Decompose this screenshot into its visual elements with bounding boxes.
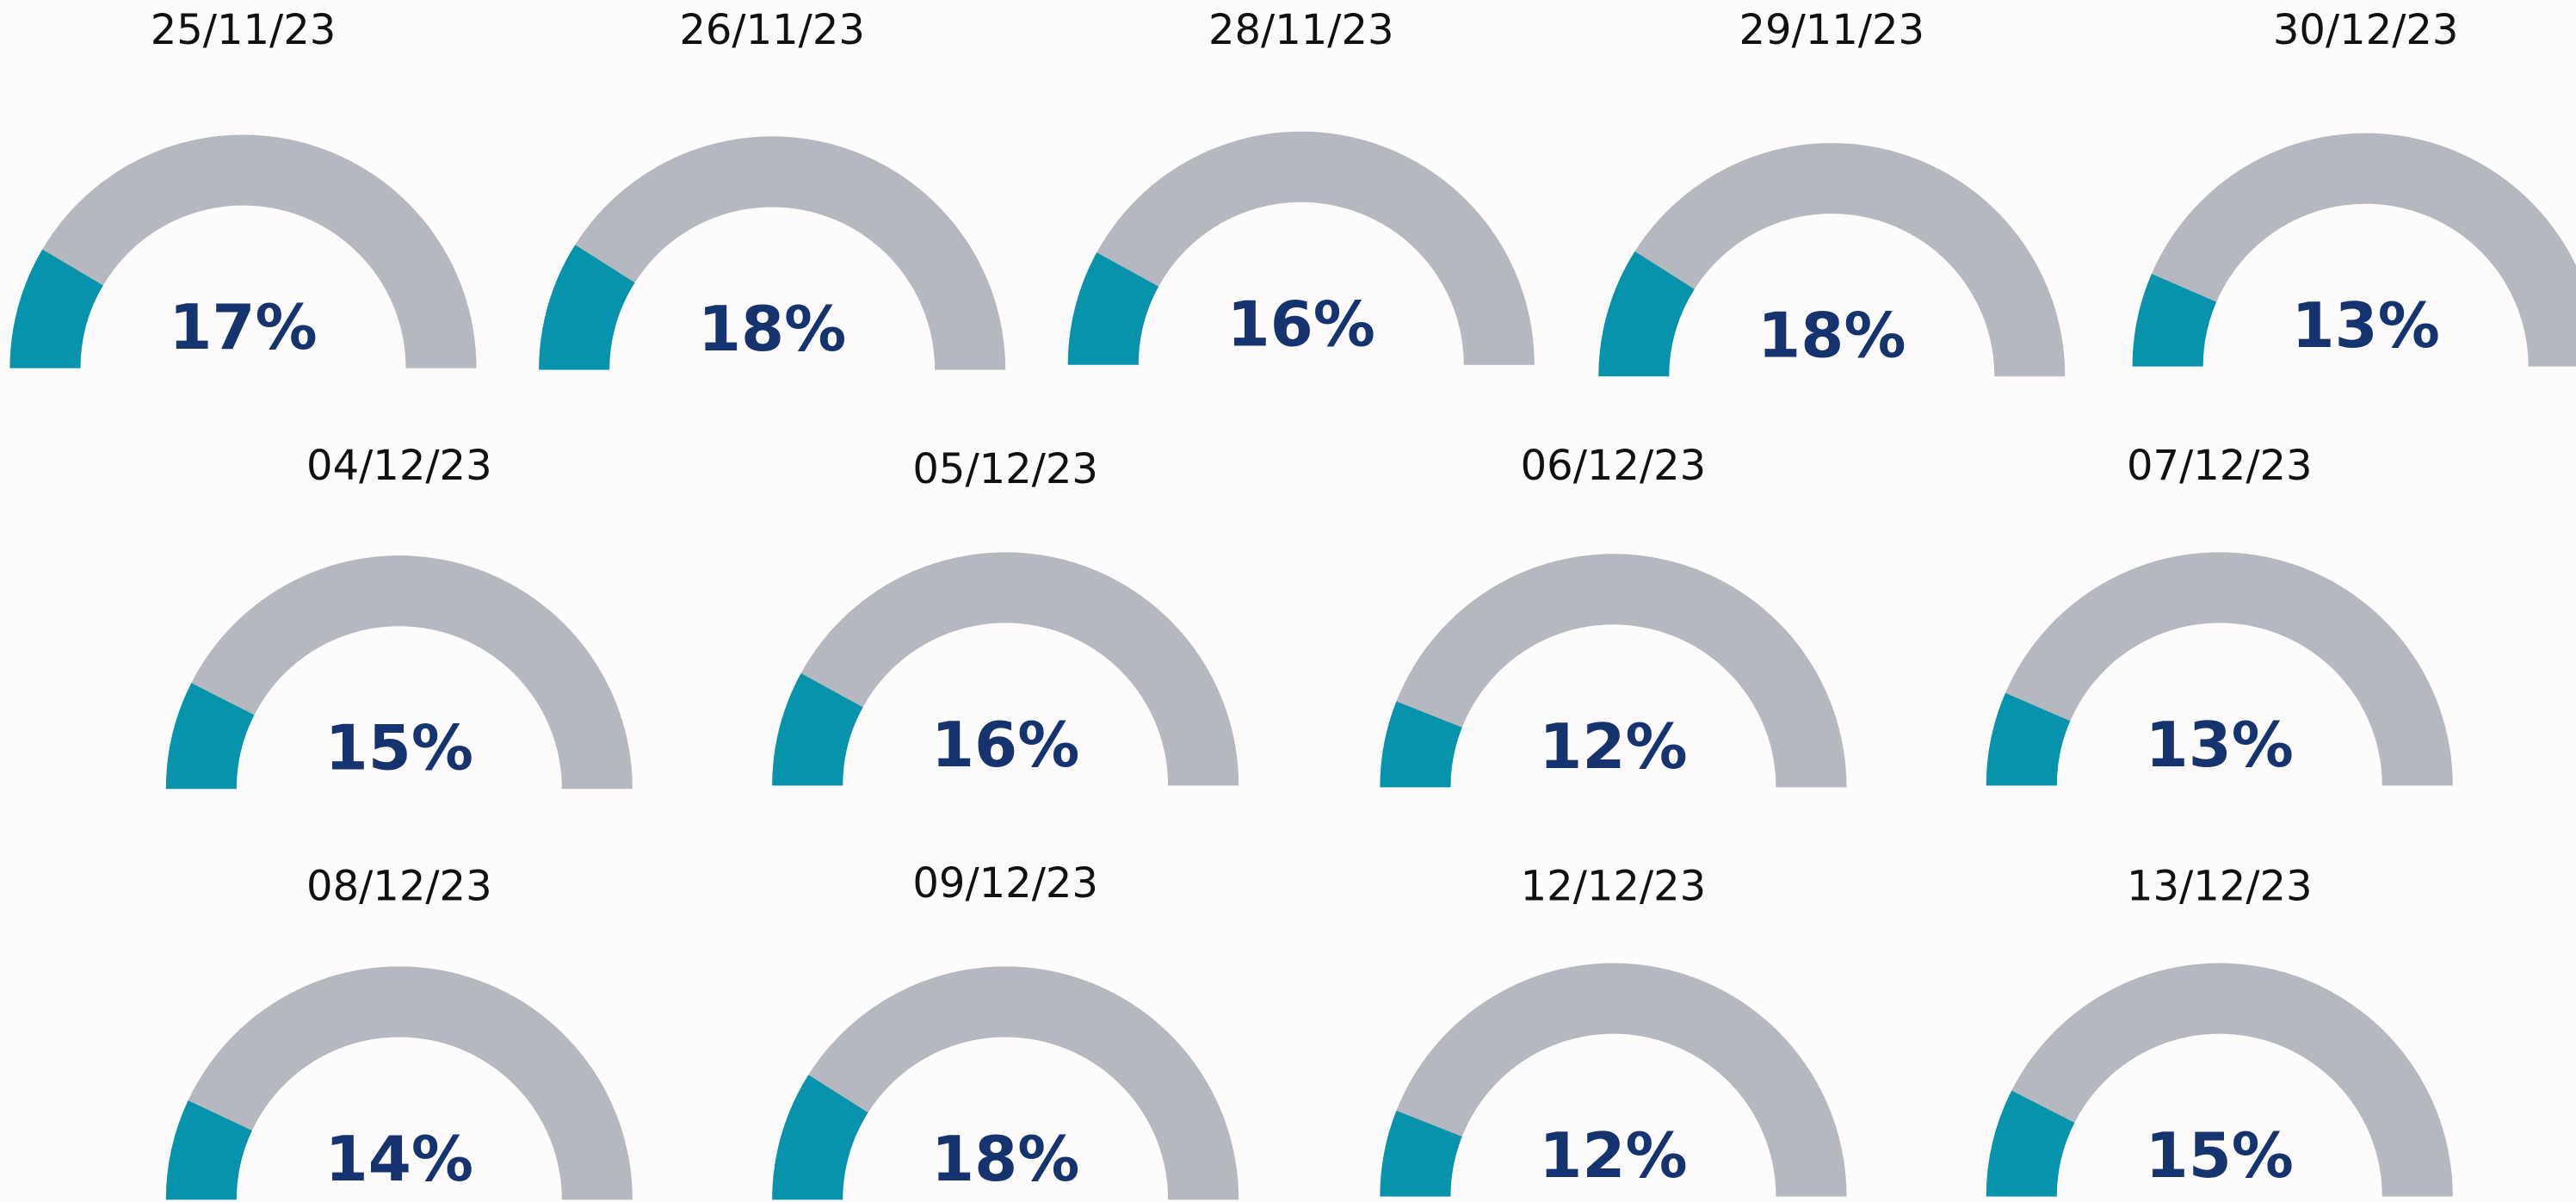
gauge-value-arc	[1598, 251, 1695, 377]
gauge-value-label: 18%	[1757, 300, 1906, 372]
gauge-track	[2005, 552, 2453, 786]
gauge-track	[1634, 143, 2066, 377]
gauge-title: 12/12/23	[1521, 863, 1707, 911]
gauge-title: 26/11/23	[679, 6, 865, 54]
gauge-value-arc	[2132, 274, 2217, 367]
gauge-track	[42, 134, 477, 369]
gauge-track	[191, 555, 633, 790]
gauge-title: 28/11/23	[1208, 6, 1394, 54]
gauge-value-label: 15%	[325, 712, 473, 784]
gauge-title: 08/12/23	[306, 863, 492, 911]
gauge-value-label: 12%	[1539, 1119, 1687, 1192]
gauge-title: 07/12/23	[2127, 442, 2313, 490]
gauge-value-arc	[772, 672, 863, 786]
gauge-track	[800, 552, 1239, 786]
gauge-track	[575, 136, 1006, 370]
gauge-value-label: 13%	[2292, 289, 2440, 362]
gauge-value-label: 18%	[698, 293, 846, 365]
gauge-value-label: 15%	[2146, 1119, 2294, 1192]
gauge-value-label: 12%	[1539, 710, 1687, 783]
gauge-title: 25/11/23	[151, 6, 337, 54]
gauge-track	[2151, 133, 2576, 367]
gauge-value-arc	[165, 1100, 252, 1200]
gauge-track	[808, 966, 1239, 1200]
gauge-value-label: 16%	[1227, 288, 1375, 360]
gauge-value-arc	[539, 245, 635, 370]
gauge-value-arc	[772, 1075, 868, 1200]
gauge-value-label: 13%	[2146, 709, 2294, 781]
gauge-value-label: 14%	[325, 1123, 473, 1195]
gauge-value-label: 16%	[931, 709, 1079, 781]
gauge-value-arc	[165, 683, 255, 790]
gauge-value-arc	[1986, 692, 2071, 786]
gauge-value-arc	[1986, 1090, 2075, 1197]
gauge-title: 06/12/23	[1521, 442, 1707, 490]
gauge-value-arc	[1067, 252, 1159, 365]
gauge-track	[1096, 131, 1535, 365]
gauge-value-arc	[9, 249, 103, 369]
gauge-title: 09/12/23	[912, 859, 1098, 908]
gauge-track	[1396, 963, 1847, 1197]
gauge-track	[188, 966, 633, 1200]
gauge-value-label: 17%	[169, 291, 317, 363]
gauge-value-arc	[1380, 701, 1462, 788]
gauge-track	[2011, 963, 2453, 1197]
gauge-title: 04/12/23	[306, 442, 492, 490]
gauge-title: 05/12/23	[912, 445, 1098, 493]
gauge-track	[1396, 554, 1847, 788]
gauge-title: 13/12/23	[2127, 863, 2313, 911]
gauge-value-arc	[1380, 1110, 1462, 1197]
gauge-title: 30/12/23	[2273, 6, 2459, 54]
gauge-value-label: 18%	[931, 1123, 1079, 1195]
gauge-title: 29/11/23	[1739, 6, 1925, 54]
